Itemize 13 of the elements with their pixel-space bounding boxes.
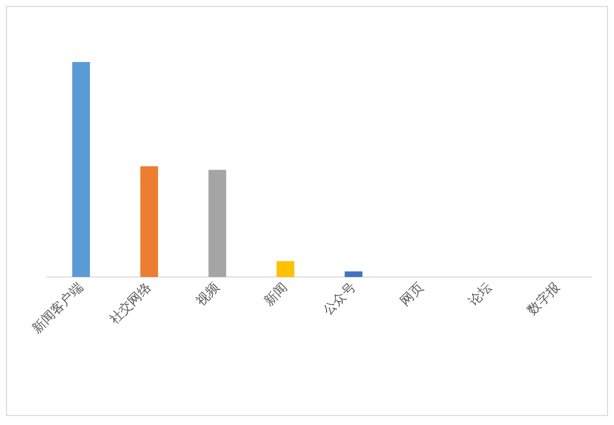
bar [208, 170, 226, 278]
x-tick-label: 数字报 [524, 279, 564, 318]
bar [140, 166, 158, 278]
bar [276, 261, 294, 278]
x-tick-label: 新闻 [262, 280, 291, 310]
x-tick-label: 公众号 [320, 280, 359, 318]
x-tick-label: 论坛 [466, 280, 496, 310]
x-tick-label: 社交网络 [106, 279, 154, 328]
bar [344, 271, 362, 278]
x-tick-label: 网页 [398, 280, 427, 310]
x-tick-label: 新闻客户端 [29, 279, 86, 337]
x-tick-label: 视频 [194, 280, 223, 310]
bar [72, 62, 90, 278]
